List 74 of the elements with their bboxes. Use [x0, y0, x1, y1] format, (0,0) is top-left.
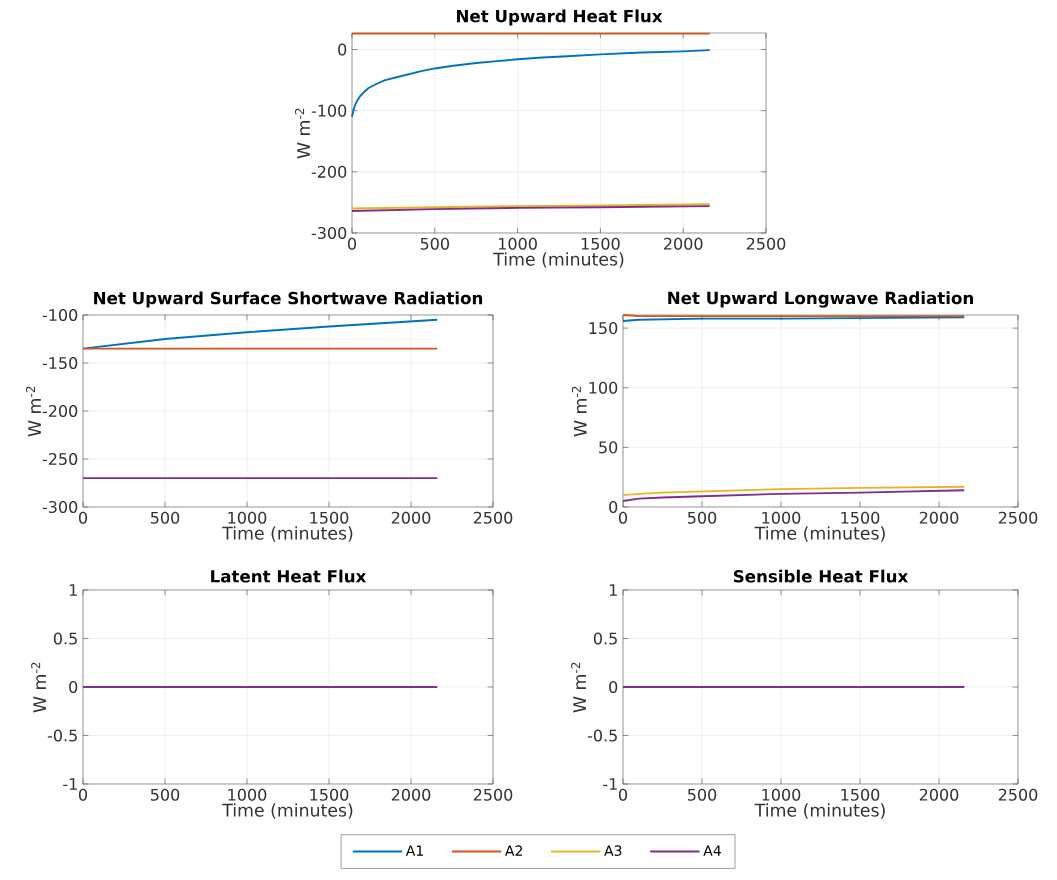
x-tick-label: 500 [150, 788, 180, 801]
x-axis-title: Time (minutes) [754, 526, 885, 542]
x-tick-label: 0 [78, 788, 88, 801]
y-tick-label: 0 [69, 680, 78, 694]
x-tick-label: 1000 [228, 511, 267, 524]
x-tick-label: 2000 [391, 511, 431, 524]
y-tick-label: -200 [311, 165, 347, 178]
x-tick-label: 0 [618, 511, 628, 524]
x-tick-label: 2000 [664, 237, 703, 250]
y-tick-label: -0.5 [47, 729, 77, 742]
x-tick-label: 2500 [473, 511, 513, 524]
x-tick-label: 500 [687, 511, 717, 524]
y-tick-label: 0.5 [53, 632, 77, 645]
y-tick-label: -300 [42, 500, 78, 514]
x-tick-label: 2500 [998, 788, 1038, 801]
x-tick-label: 2000 [919, 788, 959, 801]
chart-title: Net Upward Heat Flux [457, 9, 663, 26]
x-tick-label: 500 [420, 237, 449, 250]
x-axis-title: Time (minutes) [493, 252, 624, 268]
x-tick-label: 1000 [762, 511, 801, 524]
x-axis-title: Time (minutes) [754, 803, 885, 819]
y-tick-label: 0 [609, 500, 618, 514]
chart-title: Sensible Heat Flux [733, 569, 909, 583]
chart-title: Latent Heat Flux [211, 569, 367, 583]
y-tick-label: 100 [589, 381, 618, 394]
x-tick-label: 1000 [228, 788, 267, 801]
y-tick-label: 1 [609, 584, 617, 596]
y-axis-title: W m$^{-2}$ [31, 662, 46, 713]
x-tick-label: 1500 [841, 511, 880, 524]
y-tick-label: -1 [63, 778, 77, 790]
line-series [622, 489, 966, 502]
y-tick-label: -0.5 [587, 729, 617, 742]
y-tick-label: -300 [311, 226, 347, 240]
x-tick-label: 500 [687, 788, 717, 801]
legend-label: A4 [703, 845, 721, 856]
line-series [82, 318, 439, 350]
y-axis-title: W m$^{-2}$ [571, 386, 587, 437]
x-tick-label: 2000 [391, 788, 431, 801]
y-tick-label: -100 [42, 308, 78, 322]
x-tick-label: 2500 [998, 511, 1038, 524]
x-tick-label: 1500 [581, 237, 620, 250]
legend-label: A3 [604, 845, 622, 856]
x-tick-label: 1000 [762, 788, 801, 801]
x-tick-label: 0 [347, 237, 357, 250]
x-tick-label: 1000 [499, 237, 537, 250]
y-tick-label: -100 [311, 104, 347, 117]
x-tick-label: 2500 [746, 237, 786, 250]
x-tick-label: 1500 [310, 788, 349, 801]
y-axis-title: W m$^{-2}$ [295, 108, 310, 159]
x-tick-label: 0 [618, 788, 628, 801]
chart-title: Net Upward Longwave Radiation [668, 291, 973, 308]
legend-label: A2 [505, 845, 523, 856]
x-tick-label: 0 [78, 511, 88, 524]
y-tick-label: -250 [42, 452, 78, 466]
x-axis-title: Time (minutes) [222, 803, 353, 819]
x-tick-label: 1500 [841, 788, 880, 801]
chart-title: Net Upward Surface Shortwave Radiation [94, 291, 483, 308]
y-axis-title: W m$^{-2}$ [26, 386, 41, 437]
y-tick-label: 0 [609, 680, 618, 694]
legend-label: A1 [405, 845, 423, 856]
x-tick-label: 2000 [919, 511, 959, 524]
y-tick-label: -1 [603, 778, 617, 790]
y-tick-label: -150 [42, 356, 78, 370]
x-tick-label: 1500 [310, 511, 349, 524]
y-axis-title: W m$^{-2}$ [571, 662, 586, 713]
y-tick-label: 0.5 [593, 632, 617, 645]
y-tick-label: 50 [599, 441, 618, 454]
x-tick-label: 2500 [473, 788, 513, 801]
y-tick-label: 150 [589, 322, 618, 335]
x-axis-title: Time (minutes) [222, 526, 353, 542]
x-tick-label: 500 [150, 511, 180, 524]
y-tick-label: 0 [338, 43, 347, 56]
y-tick-label: -200 [42, 404, 78, 418]
y-tick-label: 1 [69, 584, 77, 596]
